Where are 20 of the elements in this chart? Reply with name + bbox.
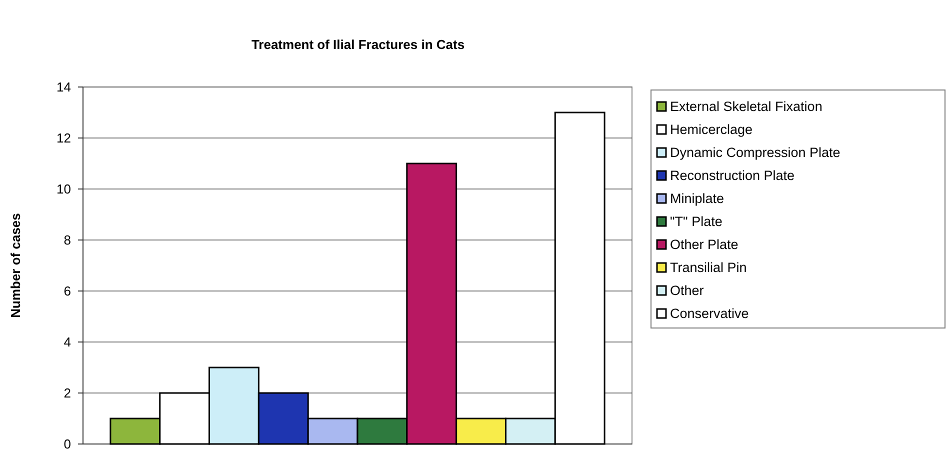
y-tick-label: 14 (56, 80, 71, 95)
legend-label: Transilial Pin (670, 260, 747, 275)
legend-label: Reconstruction Plate (670, 168, 795, 183)
y-tick-label: 2 (64, 386, 71, 401)
y-tick-label: 0 (64, 436, 71, 452)
legend-label: Dynamic Compression Plate (670, 145, 840, 160)
y-tick-label: 4 (64, 334, 71, 350)
y-tick-label: 10 (56, 182, 71, 197)
chart-title: Treatment of Ilial Fractures in Cats (251, 37, 465, 52)
y-axis-title: Number of cases (8, 213, 23, 318)
y-tick-label: 6 (64, 284, 71, 299)
legend-label: External Skeletal Fixation (670, 99, 822, 114)
y-tick-label: 8 (64, 232, 71, 248)
legend-label: Other (670, 283, 704, 298)
legend-label: "T" Plate (670, 214, 722, 229)
legend-label: Conservative (670, 306, 749, 321)
y-tick-label: 12 (56, 130, 71, 146)
legend-label: Other Plate (670, 237, 738, 252)
legend-label: Hemicerclage (670, 122, 753, 137)
legend-label: Miniplate (670, 191, 724, 206)
